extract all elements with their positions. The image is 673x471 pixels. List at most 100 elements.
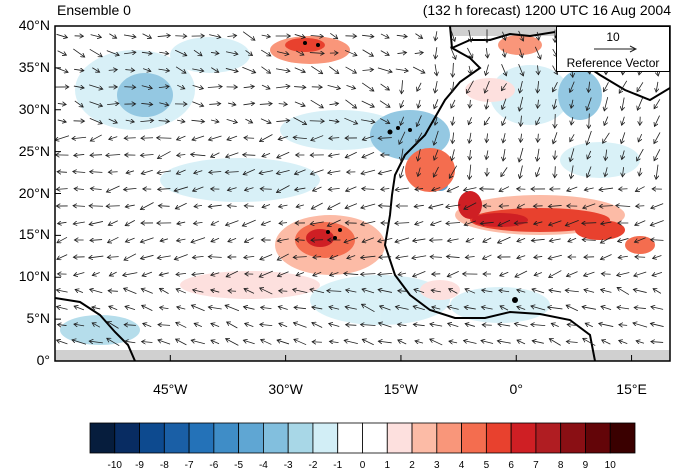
wind-vector-arrow: [401, 148, 403, 162]
wind-vector-arrow: [211, 67, 218, 73]
wind-vector-arrow: [395, 188, 409, 190]
wind-vector-arrow: [588, 81, 589, 93]
wind-vector-arrow: [656, 81, 658, 92]
colorbar-label: -6: [209, 460, 219, 471]
wind-vector-arrow: [603, 132, 610, 143]
wind-vector-arrow: [310, 222, 324, 224]
wind-vector-arrow: [435, 47, 437, 59]
africa-coastline: [383, 26, 596, 361]
wind-vector-arrow: [107, 103, 119, 104]
wind-vector-arrow: [468, 117, 471, 124]
wind-vector-arrow: [158, 69, 170, 71]
wind-vector-arrow: [191, 305, 205, 312]
wind-vector-arrow: [400, 100, 403, 107]
wind-vector-arrow: [515, 270, 528, 277]
wind-vector-arrow: [482, 325, 492, 326]
wind-vector-arrow: [398, 324, 407, 325]
wind-vector-arrow: [107, 257, 119, 258]
wind-vector-arrow: [174, 186, 189, 191]
wind-vector-arrow: [654, 115, 660, 127]
lat-tick-label: 5°N: [26, 310, 51, 327]
wind-vector-arrow: [467, 47, 472, 58]
wind-vector-arrow: [537, 148, 539, 161]
colorbar-swatch: [585, 422, 611, 454]
wind-vector-arrow: [430, 339, 443, 346]
wind-vector-arrow: [141, 103, 152, 104]
wind-vector-arrow: [503, 31, 506, 40]
wind-vector-arrow: [571, 165, 573, 178]
wind-vector-arrow: [191, 340, 205, 345]
islands: [303, 41, 518, 303]
wind-vector-arrow: [192, 273, 205, 274]
wind-vector-arrow: [56, 307, 68, 310]
wind-vector-arrow: [293, 323, 307, 328]
wind-vector-arrow: [261, 84, 270, 89]
wind-vector-arrow: [90, 134, 102, 141]
wind-vector-arrow: [294, 34, 305, 37]
wind-vector-arrow: [604, 96, 609, 111]
wind-vector-arrow: [514, 324, 528, 327]
wind-vector-arrow: [378, 138, 392, 139]
wind-vector-arrow: [329, 307, 340, 310]
wind-vector-arrow: [517, 340, 526, 345]
wind-vector-arrow: [517, 203, 526, 208]
wind-vector-arrow: [622, 97, 624, 111]
colorbar-swatch: [188, 422, 215, 454]
wind-vector-arrow: [191, 120, 204, 121]
wind-vector-arrow: [56, 290, 68, 292]
wind-vector-arrow: [396, 256, 409, 258]
wind-vector-arrow: [601, 222, 612, 224]
colorbar-swatch: [114, 422, 140, 454]
wind-vector-arrow: [245, 323, 254, 326]
wind-vector-arrow: [481, 307, 493, 309]
wind-vector-arrow: [159, 52, 168, 54]
wind-vector-arrow: [639, 167, 641, 176]
wind-vector-arrow: [89, 101, 103, 107]
colorbar-swatch: [312, 422, 339, 454]
wind-vector-arrow: [313, 186, 322, 191]
wind-vector-arrow: [589, 113, 590, 129]
wind-vector-arrow: [481, 340, 494, 344]
wind-vector-arrow: [227, 188, 237, 191]
wind-vector-arrow: [503, 148, 505, 161]
colorbar-swatch: [89, 422, 116, 454]
wind-vector-arrow: [415, 33, 422, 39]
wind-vector-arrow: [361, 82, 374, 91]
wind-vector-arrow: [453, 62, 454, 77]
wind-vector-arrow: [277, 52, 289, 55]
wind-vector-arrow: [295, 50, 304, 55]
wind-vector-arrow: [555, 166, 556, 177]
forecast-time-title: (132 h forecast) 1200 UTC 16 Aug 2004: [422, 2, 671, 18]
wind-vector-arrow: [208, 205, 222, 207]
wind-vector-arrow: [92, 323, 101, 328]
wind-vector-arrow: [125, 341, 136, 343]
wind-vector-arrow: [600, 254, 612, 260]
colorbar-swatch: [337, 422, 363, 454]
wind-vector-arrow: [278, 136, 288, 139]
wind-vector-arrow: [484, 116, 491, 125]
wind-vector-arrow: [295, 188, 306, 190]
wind-vector-arrow: [157, 138, 172, 139]
wind-vector-arrow: [413, 271, 426, 276]
wind-vector-arrow: [312, 323, 323, 328]
wind-vector-arrow: [210, 120, 219, 122]
wind-vector-arrow: [141, 169, 153, 174]
wind-vector-arrow: [57, 103, 66, 104]
wind-vector-arrow: [310, 99, 324, 108]
wind-vector-arrow: [531, 239, 545, 240]
wind-vector-arrow: [209, 172, 222, 173]
wind-vector-arrow: [124, 52, 136, 54]
wind-vector-arrow: [618, 256, 628, 258]
wind-vector-arrow: [549, 239, 561, 241]
wind-vector-arrow: [465, 256, 475, 257]
wind-vector-arrow: [520, 48, 523, 57]
wind-vector-arrow: [434, 149, 439, 160]
wind-vector-arrow: [582, 223, 597, 224]
wind-vector-arrow: [344, 117, 357, 124]
wind-vector-arrow: [415, 188, 424, 189]
wind-vector-arrow: [158, 206, 170, 207]
wind-vector-arrow: [90, 289, 103, 294]
wind-vector-arrow: [362, 49, 374, 57]
wind-vector-arrow: [500, 271, 509, 276]
wind-vector-arrow: [553, 132, 558, 143]
